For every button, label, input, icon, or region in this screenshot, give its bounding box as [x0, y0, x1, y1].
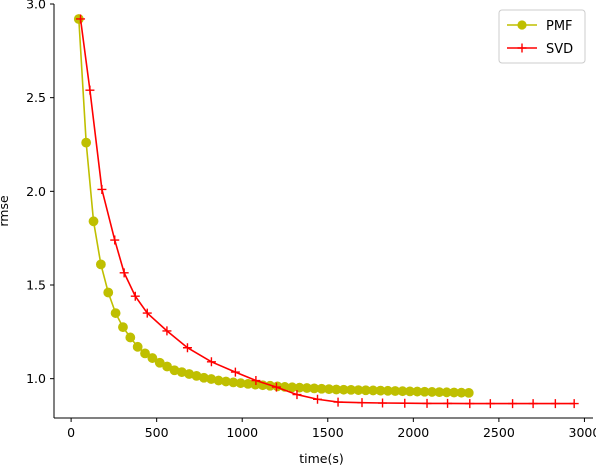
pmf-point [118, 322, 128, 333]
svd-point [76, 14, 86, 24]
svd-point [119, 268, 129, 278]
svd-point [110, 235, 120, 245]
svd-point [230, 367, 240, 377]
svd-point [271, 382, 281, 392]
pmf-point [103, 287, 114, 298]
svd-point [569, 399, 579, 409]
x-tick-label: 2000 [397, 425, 429, 440]
legend-svd-marker [517, 43, 527, 53]
svd-point [292, 390, 302, 400]
svd-point [251, 376, 261, 386]
pmf-point [95, 259, 106, 270]
svd-point [357, 398, 367, 408]
y-axis-label: rmse [0, 195, 11, 227]
svd-point [528, 399, 538, 409]
pmf-point [140, 348, 150, 359]
pmf-point [81, 137, 92, 148]
plot-area [73, 14, 579, 409]
svd-point [443, 398, 453, 408]
svd-point [400, 398, 410, 408]
svd-point [162, 326, 172, 336]
legend-pmf-marker [517, 20, 527, 30]
y-tick-label: 2.5 [26, 90, 46, 105]
pmf-point [88, 216, 99, 227]
x-tick-label: 500 [145, 425, 169, 440]
svd-point [378, 398, 388, 408]
pmf-point [110, 308, 121, 318]
y-tick-label: 3.0 [26, 0, 46, 12]
pmf-point [147, 353, 158, 363]
svd-point [182, 343, 192, 353]
x-tick-label: 0 [67, 425, 75, 440]
svd-point [508, 399, 518, 409]
pmf-point [463, 387, 474, 398]
svd-point [465, 399, 475, 409]
y-tick-label: 2.0 [26, 184, 46, 199]
svd-point [97, 184, 107, 194]
x-tick-label: 3000 [569, 425, 596, 440]
x-tick-label: 2500 [483, 425, 515, 440]
y-tick-label: 1.0 [26, 371, 46, 386]
pmf-point [125, 332, 136, 343]
svd-point [550, 399, 560, 409]
legend-svd-label: SVD [546, 42, 573, 57]
x-axis-label: time(s) [299, 451, 344, 466]
svd-point [313, 394, 323, 404]
pmf-point [132, 341, 143, 352]
legend: PMF SVD [498, 9, 586, 64]
svd-point [206, 357, 216, 367]
svd-point [85, 85, 95, 95]
axes: 0 500 1000 1500 2000 2500 3000 1.0 1.5 2.0 2.5 3.0 [26, 0, 596, 440]
svd-point [422, 398, 432, 408]
svd-point [142, 308, 152, 318]
x-tick-label: 1500 [312, 425, 344, 440]
legend-pmf-label: PMF [546, 19, 573, 34]
x-tick-label: 1000 [226, 425, 258, 440]
y-tick-label: 1.5 [26, 277, 46, 292]
svd-point [333, 397, 343, 407]
svd-point [130, 291, 140, 301]
svd-point [485, 399, 495, 409]
